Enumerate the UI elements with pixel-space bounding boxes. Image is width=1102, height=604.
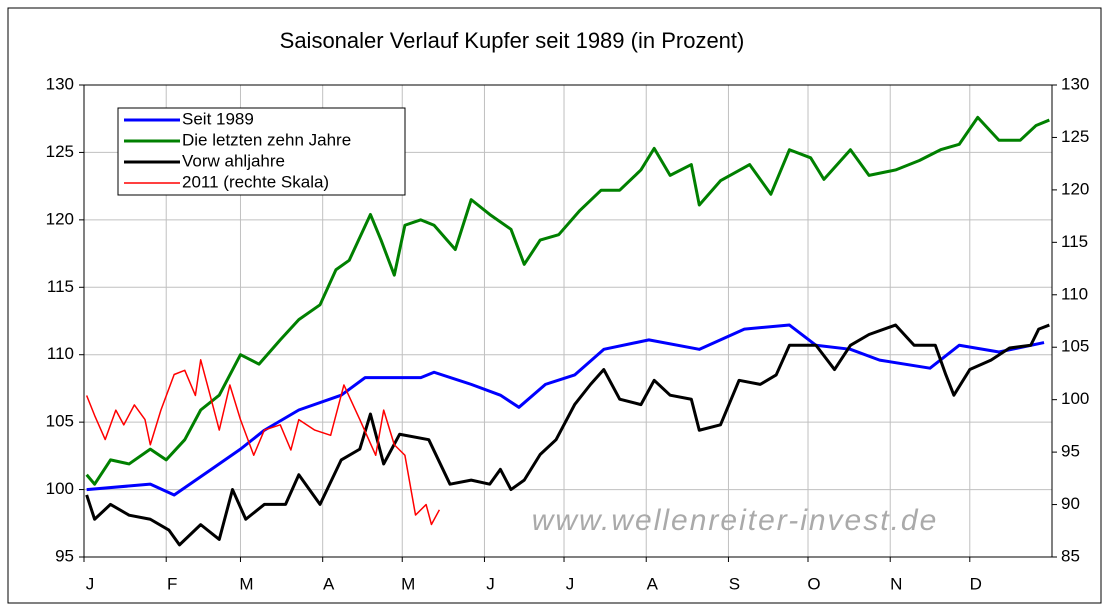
x-tick-label: M xyxy=(239,574,253,593)
x-tick-label: F xyxy=(167,574,177,593)
y-tick-label: 110 xyxy=(47,344,74,363)
y2-tick-label: 95 xyxy=(1061,442,1080,461)
y2-tick-label: 105 xyxy=(1061,337,1089,356)
series-line xyxy=(85,323,1050,547)
x-tick-label: N xyxy=(890,574,902,593)
x-tick-label: D xyxy=(970,574,982,593)
frame xyxy=(7,7,1102,604)
y2-tick-label: 110 xyxy=(1061,284,1088,303)
y-tick-label: 100 xyxy=(46,479,74,498)
legend-box xyxy=(117,107,406,196)
legend-label: Die letzten zehn Jahre xyxy=(182,130,351,149)
x-tick-label: J xyxy=(566,574,575,593)
y2-tick-label: 115 xyxy=(1061,232,1088,251)
watermark: www.wellenreiter-invest.de xyxy=(532,504,939,537)
y-tick-label: 105 xyxy=(46,412,74,431)
legend-label: Vorw ahljahre xyxy=(182,151,285,170)
y2-tick-label: 100 xyxy=(1061,389,1089,408)
legend-label: 2011 (rechte Skala) xyxy=(182,172,329,191)
x-tick-label: A xyxy=(323,574,335,593)
y-tick-label: 120 xyxy=(46,209,74,228)
x-tick-label: O xyxy=(807,574,820,593)
y2-tick-label: 90 xyxy=(1061,494,1080,513)
y2-tick-label: 130 xyxy=(1061,74,1089,93)
series-line xyxy=(86,323,1045,497)
y-tick-label: 130 xyxy=(46,74,74,93)
y-tick-label: 115 xyxy=(47,277,74,296)
y2-tick-label: 85 xyxy=(1061,546,1080,565)
chart-title: Saisonaler Verlauf Kupfer seit 1989 (in … xyxy=(280,28,745,53)
series-line xyxy=(85,115,1050,486)
plot-border xyxy=(83,84,1053,558)
x-tick-label: J xyxy=(86,574,95,593)
x-tick-label: S xyxy=(729,574,740,593)
y2-tick-label: 120 xyxy=(1061,179,1089,198)
legend-label: Seit 1989 xyxy=(182,109,254,128)
y-tick-label: 95 xyxy=(55,546,74,565)
y-tick-label: 125 xyxy=(46,142,74,161)
x-tick-label: A xyxy=(647,574,659,593)
x-tick-label: M xyxy=(401,574,415,593)
y2-tick-label: 125 xyxy=(1061,127,1089,146)
series-line xyxy=(85,359,441,526)
x-tick-label: J xyxy=(486,574,495,593)
